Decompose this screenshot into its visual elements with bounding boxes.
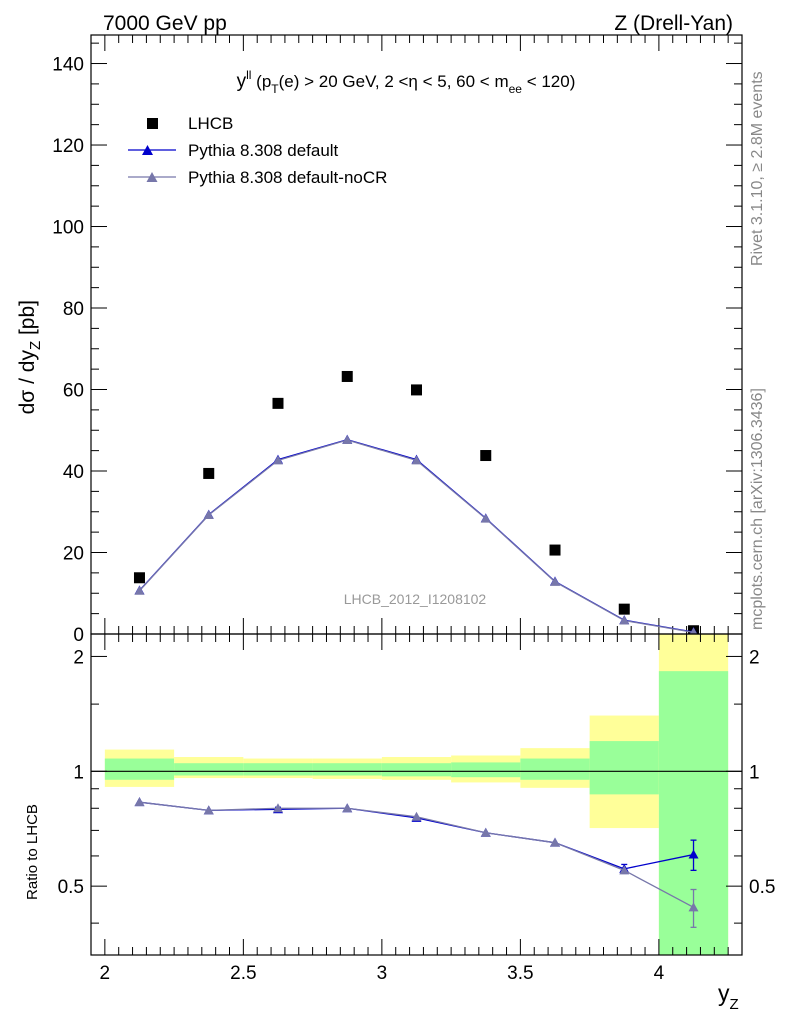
data-point-lhcb bbox=[341, 370, 353, 382]
ratio-y-tick-label: 2 bbox=[73, 647, 84, 668]
ratio-point-2 bbox=[411, 811, 422, 821]
ratio-y-tick-label: 0.5 bbox=[58, 877, 84, 898]
ratio-point-2 bbox=[342, 803, 353, 813]
ratio-band-inner bbox=[451, 762, 521, 778]
plot-title: yll (pT(e) > 20 GeV, 2 <η < 5, 60 < mee … bbox=[237, 68, 576, 96]
ratio-band-inner bbox=[589, 741, 659, 795]
data-point-lhcb bbox=[133, 572, 145, 584]
ratio-y-tick-label: 1 bbox=[73, 762, 84, 783]
main-y-tick-label: 100 bbox=[52, 218, 84, 239]
ratio-point-2 bbox=[480, 827, 491, 837]
rivet-label: Rivet 3.1.10, ≥ 2.8M events bbox=[749, 71, 766, 266]
ratio-band-inner bbox=[381, 763, 452, 777]
mc-point-2 bbox=[619, 615, 630, 625]
data-point-lhcb bbox=[618, 603, 630, 615]
mc-point-2 bbox=[411, 455, 422, 465]
analysis-watermark: LHCB_2012_I1208102 bbox=[344, 591, 487, 607]
plot-title-ptsub: T bbox=[271, 82, 279, 96]
ratio-point-2 bbox=[134, 797, 145, 807]
plot-title-y: y bbox=[237, 71, 247, 92]
ratio-y-axis-label: Ratio to LHCB bbox=[24, 804, 41, 900]
main-y-tick-label: 140 bbox=[52, 55, 84, 76]
x-tick-label: 4 bbox=[654, 963, 665, 984]
ratio-band-inner bbox=[520, 758, 590, 780]
x-tick-label: 3 bbox=[377, 963, 388, 984]
legend-mc1-marker bbox=[142, 145, 153, 155]
x-axis-label: yZ bbox=[718, 980, 739, 1013]
legend-mc2-label: Pythia 8.308 default-noCR bbox=[188, 168, 387, 187]
ratio-point-2 bbox=[688, 902, 699, 912]
main-y-label-sub: Z bbox=[27, 341, 44, 350]
plot-title-ysup: ll bbox=[246, 68, 251, 82]
plot-title-msub: ee bbox=[509, 82, 523, 96]
x-label-sub: Z bbox=[730, 996, 739, 1013]
legend: LHCB Pythia 8.308 default Pythia 8.308 d… bbox=[128, 114, 387, 187]
main-y-tick-label: 40 bbox=[63, 462, 84, 483]
ratio-uncertainty-bands bbox=[91, 634, 742, 955]
header-right: Z (Drell-Yan) bbox=[614, 12, 733, 35]
ratio-band-inner bbox=[312, 763, 382, 776]
main-plot-marks bbox=[133, 370, 700, 637]
main-y-tick-label: 20 bbox=[63, 544, 84, 565]
legend-data-label: LHCB bbox=[188, 114, 233, 133]
x-tick-label: 2 bbox=[100, 963, 111, 984]
data-point-lhcb bbox=[549, 544, 561, 556]
mc-point-2 bbox=[272, 455, 283, 465]
data-point-lhcb bbox=[203, 467, 215, 479]
mcplots-label: mcplots.cern.ch [arXiv:1306.3436] bbox=[749, 388, 766, 630]
main-y-label-unit: [pb] bbox=[16, 300, 39, 341]
plot-title-mid: (e) > 20 GeV, 2 <η < 5, 60 < m bbox=[279, 72, 509, 91]
main-y-tick-label: 80 bbox=[63, 299, 84, 320]
ratio-y-tick-label-right: 2 bbox=[749, 647, 760, 668]
mc-point-2 bbox=[203, 510, 214, 520]
main-y-tick-label: 60 bbox=[63, 381, 84, 402]
main-y-tick-label: 120 bbox=[52, 136, 84, 157]
data-point-lhcb bbox=[480, 450, 492, 462]
ratio-point-2 bbox=[550, 837, 561, 847]
data-point-lhcb bbox=[411, 384, 422, 396]
ratio-point-2 bbox=[619, 865, 630, 875]
ratio-y-tick-label-right: 1 bbox=[749, 762, 760, 783]
legend-mc2-marker bbox=[146, 172, 158, 182]
ratio-band-inner bbox=[104, 758, 175, 780]
x-tick-label: 2.5 bbox=[230, 963, 256, 984]
ratio-point-1 bbox=[688, 849, 699, 859]
x-label-main: y bbox=[718, 980, 730, 1006]
plot-title-close: < 120) bbox=[522, 72, 575, 91]
ratio-axis-ticks: 0.5 0.5 1 1 2 2 2 2.5 3 3.5 4 bbox=[58, 634, 775, 984]
main-y-axis-label: dσ / dyZ [pb] bbox=[16, 300, 44, 414]
mc-point-2 bbox=[342, 435, 353, 445]
ratio-plot-marks bbox=[134, 797, 699, 928]
ratio-band-inner bbox=[243, 763, 313, 776]
mc-point-2 bbox=[550, 576, 561, 586]
data-point-lhcb bbox=[272, 397, 284, 409]
header-left: 7000 GeV pp bbox=[103, 12, 227, 35]
ratio-plot-frame bbox=[90, 633, 743, 956]
main-y-label-main: dσ / dy bbox=[16, 350, 39, 415]
ratio-point-2 bbox=[203, 805, 214, 815]
ratio-y-tick-label-right: 0.5 bbox=[749, 877, 775, 898]
main-axis-ticks: 0 20 40 60 80 100 120 140 bbox=[52, 35, 743, 646]
mc-point-2 bbox=[480, 513, 491, 523]
x-tick-label: 3.5 bbox=[507, 963, 533, 984]
ratio-point-2 bbox=[272, 803, 283, 813]
ratio-band-inner bbox=[174, 763, 244, 776]
plot-title-open: (p bbox=[251, 72, 271, 91]
legend-data-marker bbox=[147, 118, 158, 129]
mc-point-2 bbox=[134, 585, 145, 595]
legend-mc1-label: Pythia 8.308 default bbox=[188, 141, 339, 160]
main-y-tick-label: 0 bbox=[73, 625, 84, 646]
